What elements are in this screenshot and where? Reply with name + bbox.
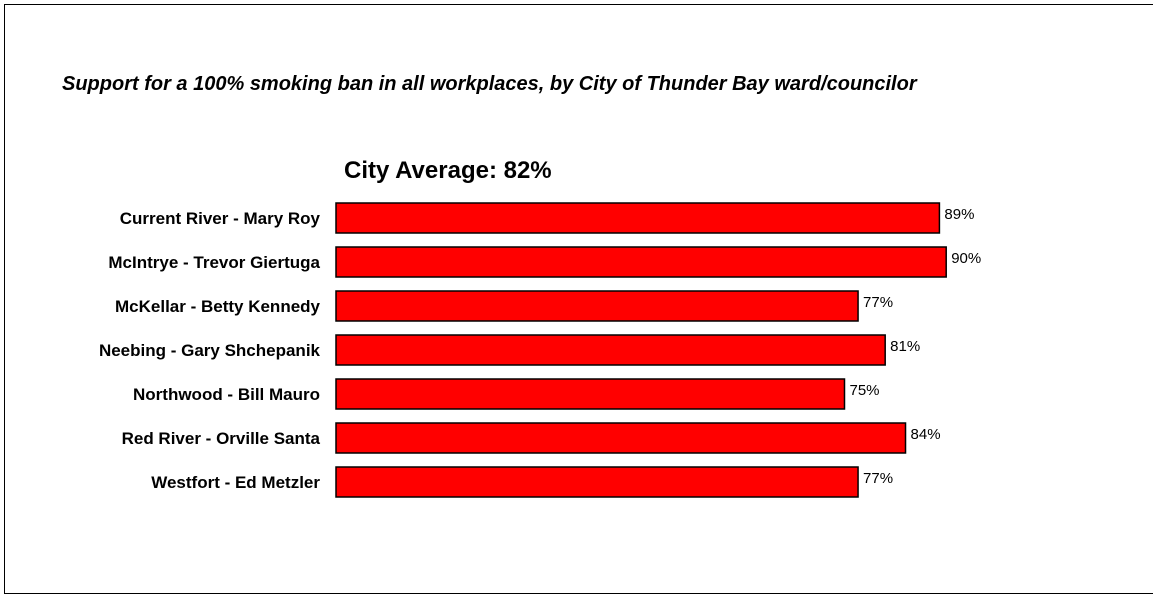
category-label: McKellar - Betty Kennedy (115, 297, 321, 316)
bar-mcintrye-trevor-giertuga (335, 246, 947, 278)
value-label: 77% (863, 294, 893, 311)
value-label: 90% (951, 250, 981, 267)
category-label: Northwood - Bill Mauro (133, 385, 320, 404)
category-label: Westfort - Ed Metzler (151, 473, 320, 492)
value-label: 75% (850, 382, 880, 399)
bar-current-river-mary-roy (335, 202, 941, 234)
value-label: 77% (863, 470, 893, 487)
bar-red-river-orville-santa (335, 422, 907, 454)
bar-neebing-gary-shchepanik (335, 334, 886, 366)
value-label: 84% (911, 426, 941, 443)
chart-title: Support for a 100% smoking ban in all wo… (62, 73, 917, 95)
category-label: Current River - Mary Roy (120, 209, 321, 228)
bar-northwood-bill-mauro (335, 378, 846, 410)
value-label: 81% (890, 338, 920, 355)
value-label: 89% (944, 206, 974, 223)
city-average-label: City Average: 82% (344, 157, 552, 184)
category-label: McIntrye - Trevor Giertuga (108, 253, 320, 272)
bar-mckellar-betty-kennedy (335, 290, 859, 322)
category-label: Red River - Orville Santa (122, 429, 321, 448)
category-label: Neebing - Gary Shchepanik (99, 341, 321, 360)
bar-westfort-ed-metzler (335, 466, 859, 498)
